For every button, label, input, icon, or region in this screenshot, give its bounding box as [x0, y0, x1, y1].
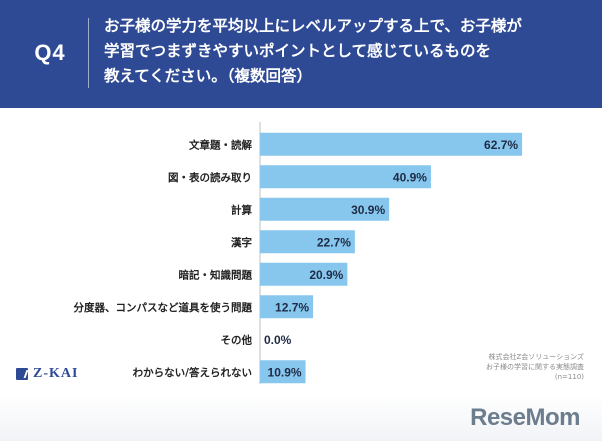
source-line: お子様の学習に関する実態調査	[486, 363, 584, 371]
z-kai-logo-icon	[16, 368, 28, 380]
question-line: 教えてください。（複数回答）	[104, 67, 313, 85]
bar	[260, 197, 390, 221]
source-note: 株式会社Z会ソリューションズ お子様の学習に関する実態調査 (n=110)	[424, 352, 584, 382]
question-number: Q4	[34, 40, 66, 65]
value-label: 20.9%	[309, 268, 343, 282]
question-text: お子様の学力を平均以上にレベルアップする上で、お子様が 学習でつまずきやすいポイ…	[104, 14, 586, 89]
z-kai-logo: Z-KAI	[16, 366, 78, 382]
value-label: 30.9%	[351, 203, 385, 217]
resemom-watermark: ReseMom	[470, 404, 580, 431]
watermark-band	[0, 395, 602, 441]
category-label: わからない/答えられない	[133, 366, 252, 379]
category-label: 漢字	[231, 236, 252, 249]
bar-chart-svg: 文章題・読解 62.7% 図・表の読み取り 40.9% 計算 30.9% 漢字 22.7% 暗記…	[74, 122, 523, 384]
bar-chart: 文章題・読解 62.7% 図・表の読み取り 40.9% 計算 30.9% 漢字 22.7% 暗記…	[12, 118, 590, 390]
bar	[260, 360, 306, 384]
bar	[260, 165, 431, 189]
header-divider	[88, 18, 89, 88]
category-label: その他	[221, 333, 253, 346]
bar	[260, 230, 355, 254]
value-label: 10.9%	[268, 365, 302, 379]
source-line: (n=110)	[554, 373, 584, 381]
question-line: 学習でつまずきやすいポイントとして感じているものを	[104, 42, 492, 60]
source-line: 株式会社Z会ソリューションズ	[488, 353, 584, 361]
value-label: 12.7%	[275, 300, 309, 314]
category-label: 文章題・読解	[188, 138, 252, 151]
category-label: 計算	[231, 203, 252, 216]
category-label: 分度器、コンパスなど道具を使う問題	[74, 301, 253, 314]
bar	[260, 295, 314, 319]
logo-text: Z-KAI	[33, 366, 79, 381]
bar	[260, 132, 523, 156]
question-line: お子様の学力を平均以上にレベルアップする上で、お子様が	[104, 17, 522, 35]
value-label: 62.7%	[484, 138, 518, 152]
category-label: 暗記・知識問題	[179, 268, 253, 281]
category-label: 図・表の読み取り	[168, 171, 252, 184]
value-label: 40.9%	[393, 170, 427, 184]
question-header: Q4 お子様の学力を平均以上にレベルアップする上で、お子様が 学習でつまずきやす…	[0, 0, 602, 108]
value-label: 0.0%	[264, 333, 292, 347]
value-label: 22.7%	[317, 235, 351, 249]
bar	[260, 262, 348, 286]
